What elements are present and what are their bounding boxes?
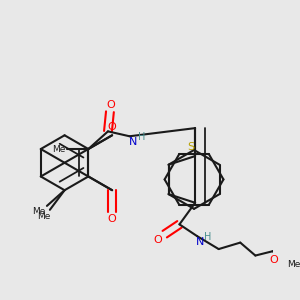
Text: O: O [106,100,115,110]
Text: Me: Me [37,212,51,221]
Text: Me: Me [52,145,66,154]
Text: O: O [108,214,116,224]
Text: N: N [129,137,138,147]
Text: S: S [188,142,195,152]
Text: H: H [138,132,145,142]
Text: N: N [196,237,204,247]
Text: O: O [154,235,162,245]
Text: Me: Me [32,207,46,216]
Text: O: O [108,122,116,132]
Text: O: O [269,255,278,265]
Text: H: H [204,232,211,242]
Text: Me: Me [287,260,300,269]
